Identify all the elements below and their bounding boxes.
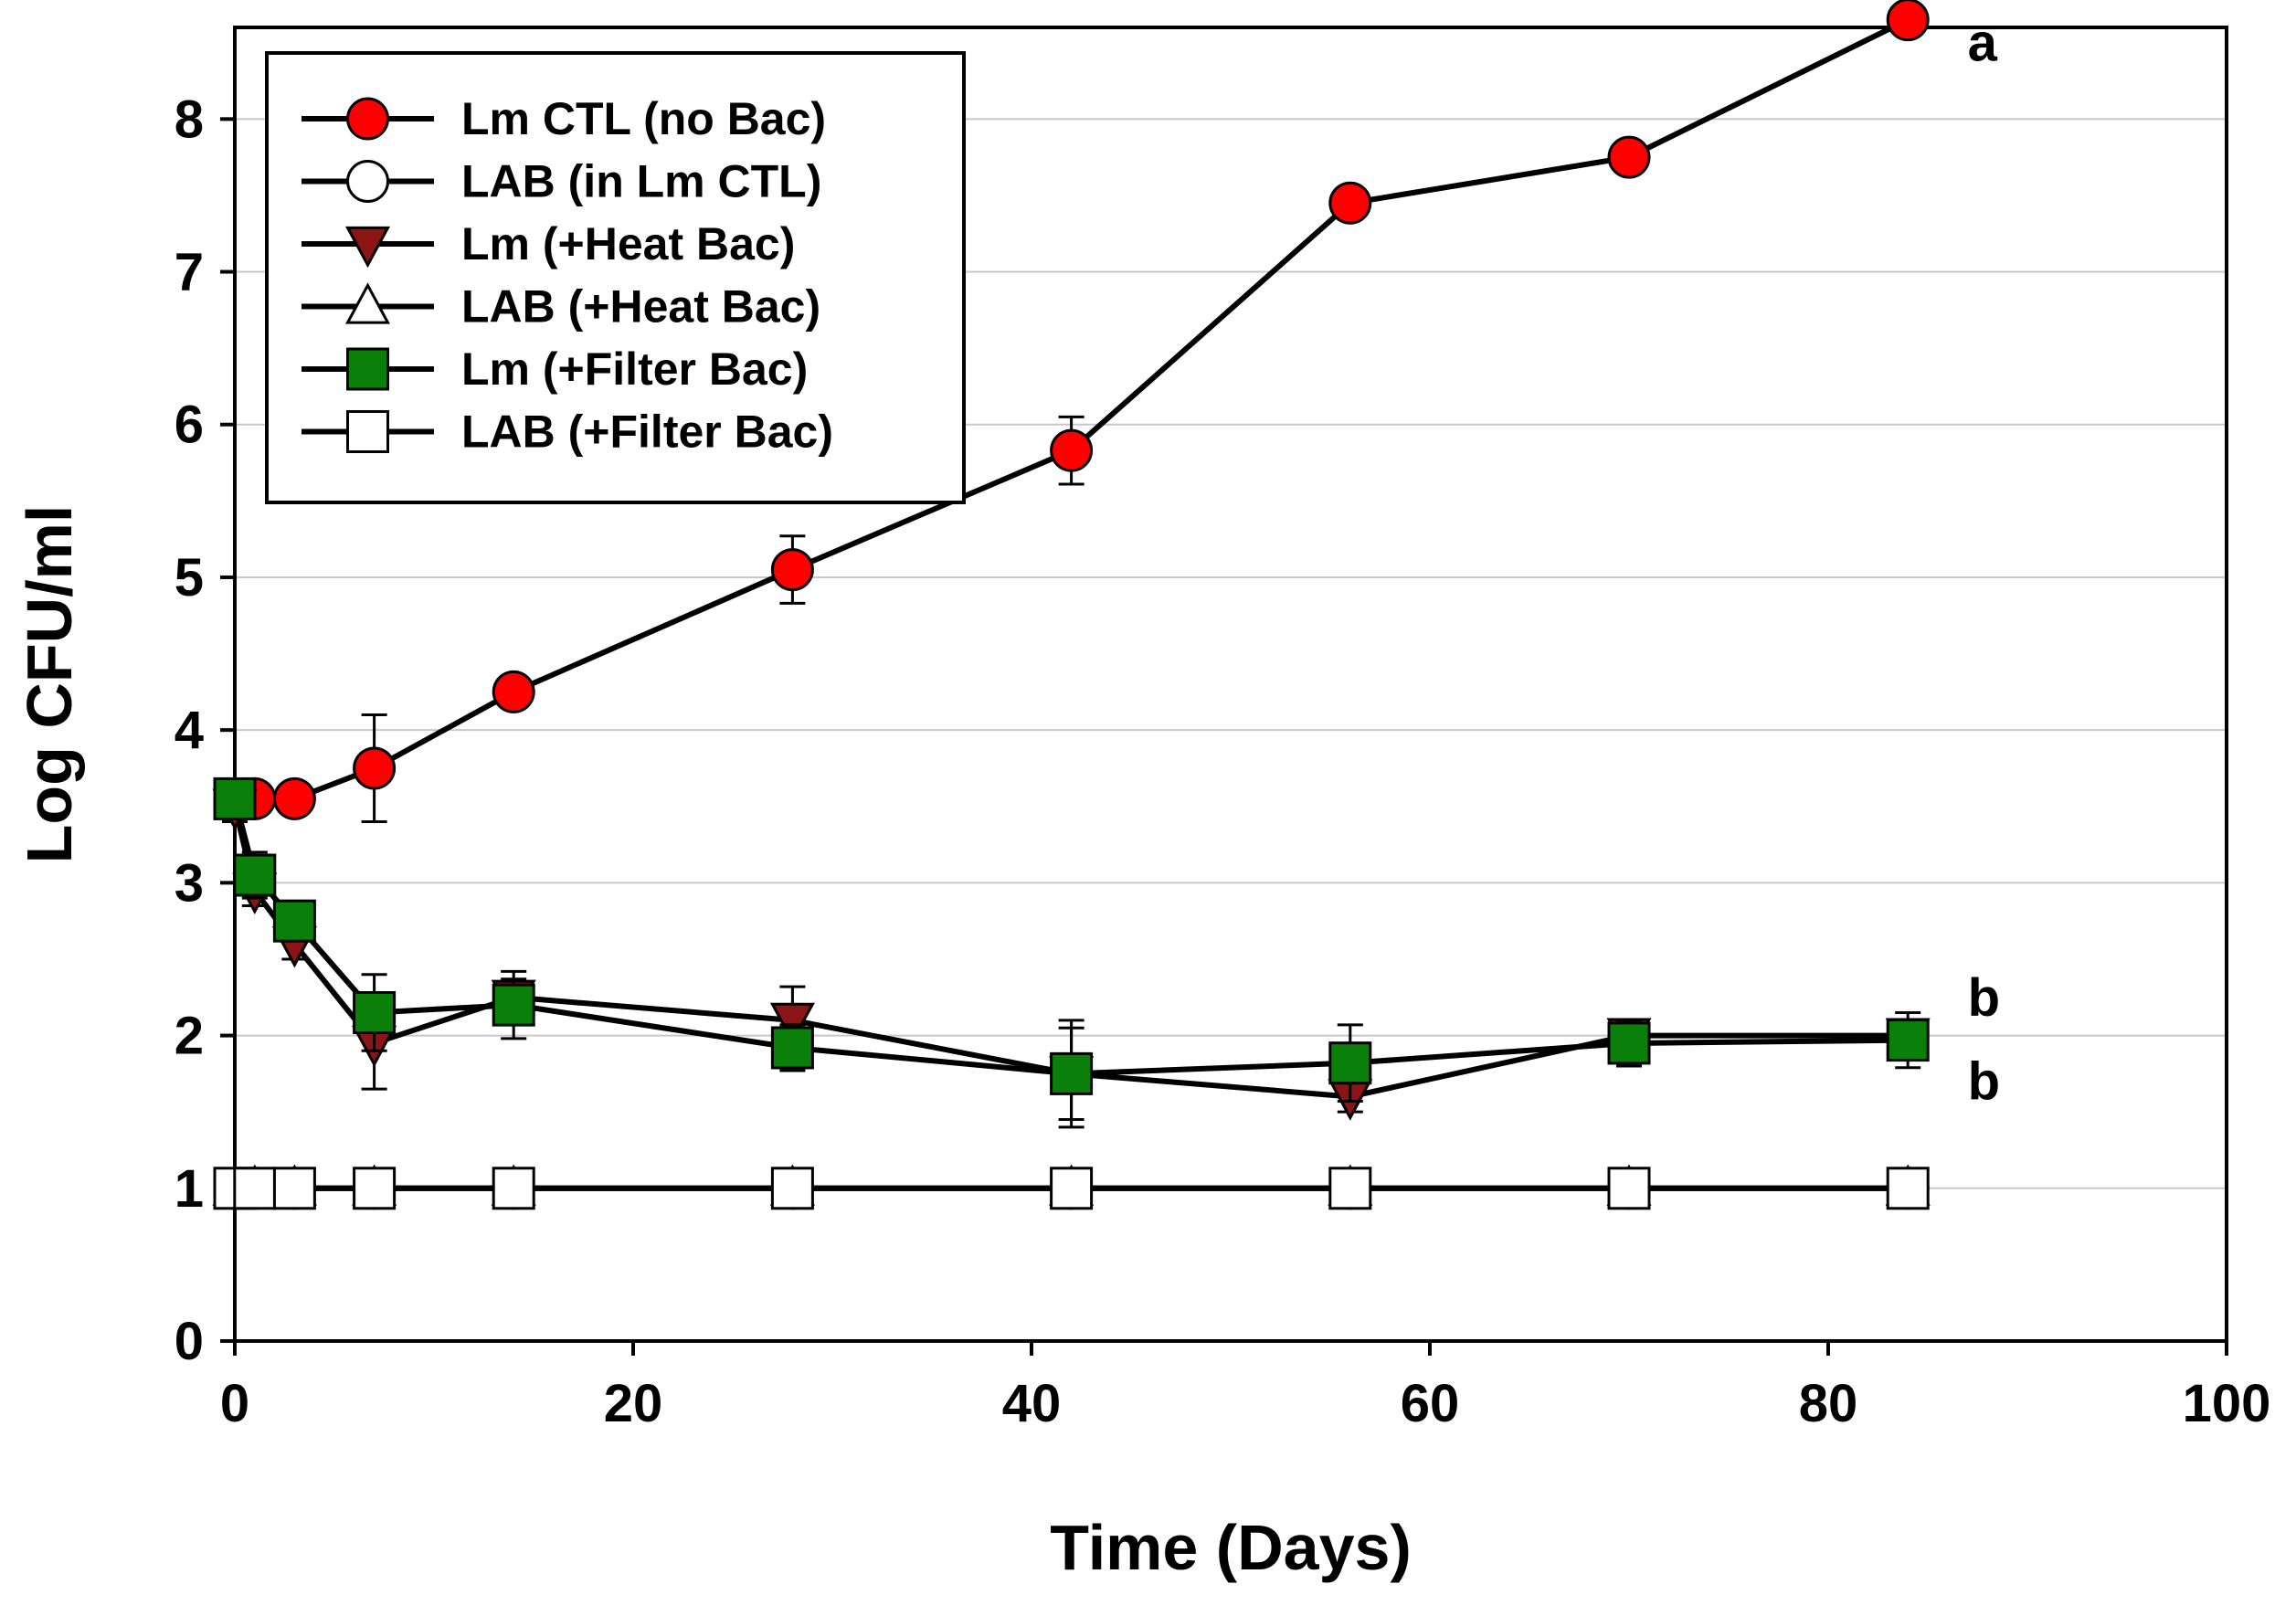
series-line xyxy=(232,797,1909,1077)
legend-label: Lm (+Heat Bac) xyxy=(461,218,795,269)
legend-marker xyxy=(344,226,391,269)
x-tick-label: 60 xyxy=(1401,1374,1460,1433)
data-point xyxy=(769,1002,815,1045)
data-point xyxy=(353,991,397,1034)
legend-entry: LAB (+Filter Bac) xyxy=(302,407,833,458)
data-point xyxy=(233,853,277,897)
y-tick-label: 6 xyxy=(175,396,204,455)
data-point xyxy=(1328,181,1372,225)
y-tick-label: 3 xyxy=(175,853,204,913)
data-point xyxy=(770,548,814,592)
x-tick-label: 20 xyxy=(604,1374,663,1433)
data-point xyxy=(1886,1167,1930,1210)
legend-marker xyxy=(346,97,389,141)
data-point xyxy=(492,670,535,713)
legend-entry: Lm (+Filter Bac) xyxy=(302,343,808,395)
annotation-label: a xyxy=(1968,14,1998,73)
y-tick-label: 5 xyxy=(175,548,204,607)
legend-marker xyxy=(346,410,389,453)
series-lab-filter-bac xyxy=(213,1167,1930,1210)
data-point xyxy=(492,1167,535,1210)
data-point xyxy=(492,983,535,1027)
legend-label: LAB (+Heat Bac) xyxy=(461,281,820,333)
y-axis-title: Log CFU/ml xyxy=(14,505,85,864)
series-layer xyxy=(212,0,1931,1210)
legend: Lm CTL (no Bac) LAB (in Lm CTL) Lm (+Heat … xyxy=(265,51,966,504)
data-point xyxy=(1328,1041,1372,1085)
plot-frame xyxy=(233,26,2228,1343)
y-tick-label: 8 xyxy=(175,90,204,149)
legend-entry: Lm (+Heat Bac) xyxy=(302,218,795,269)
data-point xyxy=(770,1026,814,1070)
legend-label: LAB (in Lm CTL) xyxy=(461,156,821,207)
legend-label: Lm (+Filter Bac) xyxy=(461,343,808,395)
data-point xyxy=(1607,1167,1651,1210)
legend-marker xyxy=(344,282,391,324)
data-point xyxy=(1607,1021,1651,1065)
data-point xyxy=(272,776,316,820)
data-point xyxy=(1050,428,1094,472)
data-point xyxy=(1886,1019,1930,1062)
annotation-label: b xyxy=(1968,968,2000,1028)
data-point xyxy=(272,1167,316,1210)
data-point xyxy=(770,1167,814,1210)
data-point xyxy=(272,899,316,943)
y-tick-label: 7 xyxy=(175,243,204,302)
y-axis-ticks: 0 1 2 3 4 5 6 7 8 xyxy=(175,90,235,1371)
data-point xyxy=(1050,1167,1094,1210)
x-tick-label: 100 xyxy=(2183,1374,2271,1433)
x-axis-ticks: 0 20 40 60 80 100 xyxy=(220,1341,2271,1433)
data-point xyxy=(353,1167,397,1210)
data-point xyxy=(1607,135,1651,179)
x-tick-label: 0 xyxy=(220,1374,249,1433)
series-lm-filter-bac xyxy=(213,776,1930,1122)
x-axis-title: Time (Days) xyxy=(1050,1512,1412,1583)
legend-marker xyxy=(346,347,389,391)
legend-label: Lm CTL (no Bac) xyxy=(461,93,826,144)
legend-label: LAB (+Filter Bac) xyxy=(461,407,833,458)
x-tick-label: 80 xyxy=(1799,1374,1858,1433)
y-tick-label: 2 xyxy=(175,1007,204,1066)
legend-entry: Lm CTL (no Bac) xyxy=(302,93,826,144)
y-tick-label: 4 xyxy=(175,701,204,760)
data-point xyxy=(233,1167,277,1210)
data-point xyxy=(1050,1051,1094,1095)
x-tick-label: 40 xyxy=(1002,1374,1062,1433)
y-tick-label: 1 xyxy=(175,1159,204,1219)
axes xyxy=(233,26,2228,1343)
annotations: a bb xyxy=(1968,14,2000,1112)
data-point xyxy=(1886,0,1930,42)
data-point xyxy=(353,746,397,790)
y-tick-label: 0 xyxy=(175,1312,204,1371)
legend-entry: LAB (in Lm CTL) xyxy=(302,156,821,207)
legend-marker xyxy=(346,160,389,203)
annotation-label: b xyxy=(1968,1052,2000,1112)
data-point xyxy=(213,776,257,820)
data-point xyxy=(1328,1167,1372,1210)
legend-entry: LAB (+Heat Bac) xyxy=(302,281,820,333)
